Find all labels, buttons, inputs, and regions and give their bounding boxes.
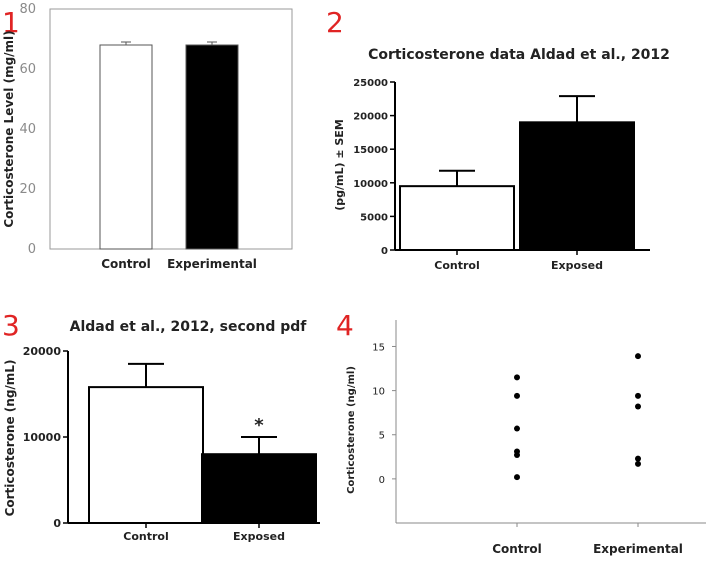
x-tick-label: Experimental: [167, 257, 257, 271]
chart-3-title: Aldad et al., 2012, second pdf: [70, 319, 308, 335]
panel-number-4: 4: [336, 309, 354, 342]
y-tick-label: 40: [19, 122, 36, 137]
x-tick-label: Experimental: [593, 542, 683, 556]
y-tick-label: 20: [19, 182, 36, 197]
y-tick-label: 5: [379, 431, 385, 442]
x-tick-label: Control: [123, 530, 168, 543]
data-point-control: [514, 452, 520, 459]
y-tick-label: 10: [372, 387, 385, 398]
x-tick-label: Exposed: [233, 530, 285, 543]
significance-marker: *: [254, 415, 264, 436]
bar-control: [88, 386, 204, 524]
data-point-control: [514, 425, 520, 432]
data-point-experimental: [635, 403, 641, 410]
y-tick-label: 0: [381, 246, 388, 257]
panel-number-3: 3: [2, 309, 20, 342]
data-point-experimental: [635, 392, 641, 399]
y-tick-label: 60: [19, 62, 36, 77]
bar-exposed: [519, 121, 635, 251]
chart-2-corticosterone-aldad: Corticosterone data Aldad et al., 2012 (…: [333, 47, 670, 272]
panel-number-2: 2: [326, 6, 344, 39]
bar-experimental: [185, 44, 239, 250]
y-tick-label: 25000: [353, 78, 388, 89]
y-tick-label: 5000: [360, 212, 388, 223]
y-tick-label: 80: [19, 2, 36, 17]
chart-2-y-axis-label: (pg/mL) ± SEM: [333, 119, 346, 211]
y-tick-label: 15000: [353, 145, 388, 156]
chart-3-aldad-second-pdf: Aldad et al., 2012, second pdf Corticost…: [3, 319, 320, 543]
x-tick-label: Control: [101, 257, 151, 271]
bar-control: [399, 185, 515, 252]
x-tick-label: Control: [492, 542, 542, 556]
y-tick-label: 15: [372, 342, 385, 353]
x-tick-label: Exposed: [551, 259, 603, 272]
data-point-control: [514, 474, 520, 481]
x-tick-label: Control: [434, 259, 479, 272]
chart-4-scatter: Corticosterone (ng/ml) 0 5 10 15 Control Exp…: [346, 320, 706, 556]
panel-number-1: 1: [2, 6, 20, 39]
chart-2-title: Corticosterone data Aldad et al., 2012: [368, 47, 670, 63]
chart-3-y-axis-label: Corticosterone (ng/mL): [3, 360, 17, 517]
y-tick-label: 20000: [353, 112, 388, 123]
y-tick-label: 10000: [353, 179, 388, 190]
y-tick-label: 10000: [23, 431, 62, 444]
data-point-control: [514, 374, 520, 381]
data-point-experimental: [635, 460, 641, 467]
bar-exposed: [201, 453, 317, 525]
y-tick-label: 0: [53, 517, 61, 530]
data-point-experimental: [635, 353, 641, 360]
data-point-experimental: [635, 455, 641, 462]
y-tick-label: 0: [379, 475, 385, 486]
bar-control: [99, 44, 153, 250]
chart-1-y-axis-label: Corticosterone Level (mg/ml): [2, 30, 16, 227]
y-tick-label: 20000: [23, 345, 62, 358]
y-tick-label: 0: [28, 242, 36, 257]
data-point-control: [514, 392, 520, 399]
chart-1-control-vs-experimental-boxed: Corticosterone Level (mg/ml) 0 20 40 60 80 C…: [2, 2, 293, 271]
chart-4-y-axis-label: Corticosterone (ng/ml): [346, 366, 357, 494]
chart-1-frame: [49, 8, 293, 250]
